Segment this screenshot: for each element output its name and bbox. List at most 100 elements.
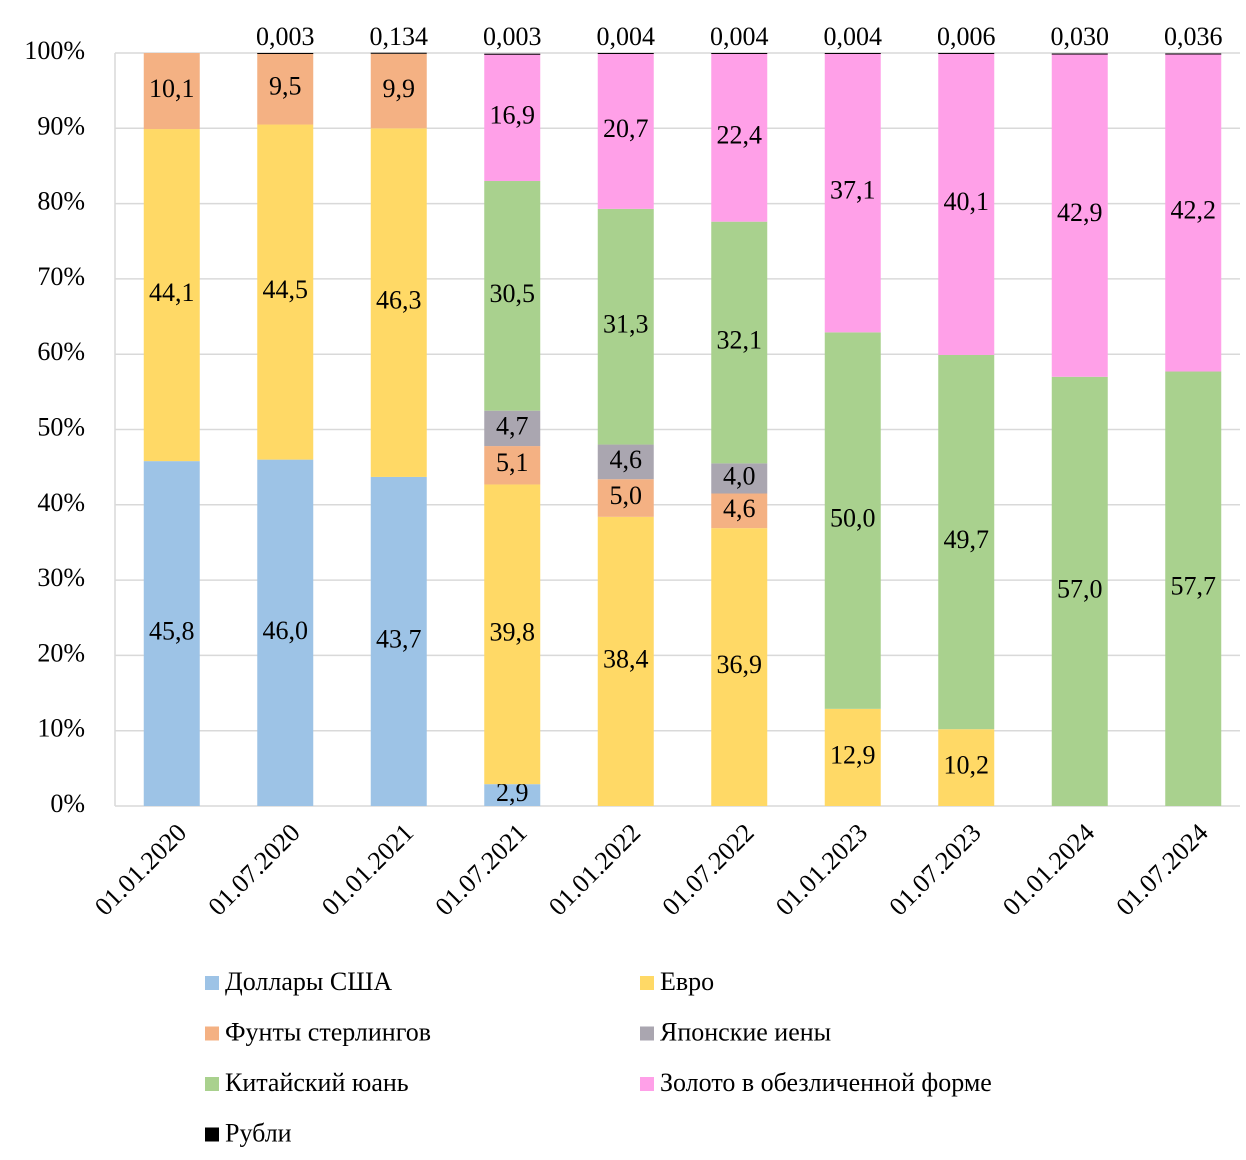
y-tick-label: 30% bbox=[37, 563, 85, 592]
data-label: 44,5 bbox=[263, 275, 309, 304]
bar-segment bbox=[824, 332, 881, 709]
data-label: 50,0 bbox=[830, 504, 876, 533]
legend-label: Рубли bbox=[225, 1118, 292, 1147]
bar-segment bbox=[484, 181, 541, 411]
x-tick-label: 01.07.2024 bbox=[1110, 818, 1213, 921]
data-label: 0,003 bbox=[483, 22, 542, 51]
data-label: 43,7 bbox=[376, 624, 422, 653]
bar-segment bbox=[597, 52, 654, 54]
data-label: 5,1 bbox=[496, 448, 529, 477]
bar-segment bbox=[711, 52, 768, 54]
bar-segment bbox=[597, 53, 654, 209]
bar-segment bbox=[597, 516, 654, 806]
bar-segment bbox=[257, 459, 314, 806]
bar-segment bbox=[143, 461, 200, 806]
y-tick-label: 0% bbox=[50, 789, 85, 818]
bar-segment bbox=[938, 52, 995, 54]
legend-label: Фунты стерлингов bbox=[225, 1017, 431, 1046]
y-tick-label: 70% bbox=[37, 262, 85, 291]
data-label: 12,9 bbox=[830, 740, 876, 769]
data-label: 36,9 bbox=[717, 650, 763, 679]
bar-segment bbox=[1165, 53, 1222, 55]
data-label: 9,5 bbox=[269, 72, 302, 101]
data-label: 4,6 bbox=[610, 445, 643, 474]
y-tick-label: 50% bbox=[37, 412, 85, 441]
data-label: 45,8 bbox=[149, 617, 195, 646]
bar-segment bbox=[1165, 53, 1222, 372]
x-tick-label: 01.01.2021 bbox=[316, 818, 419, 921]
bar-segment bbox=[484, 484, 541, 785]
bar-segment bbox=[938, 729, 995, 806]
bar-segment bbox=[484, 53, 541, 182]
data-label: 38,4 bbox=[603, 644, 649, 673]
bar-segment bbox=[257, 53, 314, 125]
data-label: 5,0 bbox=[610, 481, 643, 510]
data-label: 10,1 bbox=[149, 74, 195, 103]
data-label: 57,0 bbox=[1057, 574, 1103, 603]
bar-segment bbox=[257, 124, 314, 460]
data-label: 10,2 bbox=[944, 751, 990, 780]
data-label: 40,1 bbox=[944, 187, 990, 216]
y-tick-label: 100% bbox=[24, 36, 85, 65]
data-label: 37,1 bbox=[830, 176, 876, 205]
legend-swatch bbox=[640, 976, 654, 990]
bar-segment bbox=[484, 410, 541, 447]
bar-segment bbox=[938, 354, 995, 730]
legend-swatch bbox=[205, 1127, 219, 1142]
y-tick-label: 90% bbox=[37, 111, 85, 140]
data-label: 22,4 bbox=[717, 120, 763, 149]
data-label: 30,5 bbox=[490, 279, 536, 308]
bar-segment bbox=[824, 52, 881, 54]
bar-segment bbox=[711, 493, 768, 529]
legend-label: Доллары США bbox=[225, 967, 392, 996]
bar-segment bbox=[824, 708, 881, 806]
data-label: 0,030 bbox=[1051, 22, 1110, 51]
bar-segment bbox=[484, 446, 541, 485]
bar-segment bbox=[143, 53, 200, 130]
bar-segment bbox=[824, 53, 881, 333]
data-label: 42,2 bbox=[1171, 196, 1217, 225]
data-label: 0,004 bbox=[597, 22, 656, 51]
data-label: 0,004 bbox=[824, 22, 883, 51]
data-label: 39,8 bbox=[490, 617, 536, 646]
bar-segment bbox=[711, 528, 768, 806]
legend-swatch bbox=[640, 1077, 654, 1091]
bar-segment bbox=[597, 208, 654, 445]
data-label: 9,9 bbox=[383, 74, 416, 103]
y-tick-label: 60% bbox=[37, 337, 85, 366]
data-label: 0,134 bbox=[370, 22, 429, 51]
bar-segment bbox=[938, 53, 995, 355]
x-tick-label: 01.07.2023 bbox=[883, 818, 986, 921]
data-label: 46,3 bbox=[376, 286, 422, 315]
legend-label: Китайский юань bbox=[225, 1068, 409, 1097]
data-label: 16,9 bbox=[490, 100, 536, 129]
legend-label: Евро bbox=[660, 967, 714, 996]
bar-segment bbox=[711, 53, 768, 222]
y-tick-label: 20% bbox=[37, 638, 85, 667]
data-label: 4,7 bbox=[496, 411, 529, 440]
data-label: 31,3 bbox=[603, 310, 649, 339]
legend-swatch bbox=[205, 1077, 219, 1091]
bar-segment bbox=[1165, 371, 1222, 806]
bar-segment bbox=[597, 479, 654, 517]
legend-label: Японские иены bbox=[660, 1017, 831, 1046]
y-tick-label: 10% bbox=[37, 714, 85, 743]
x-tick-label: 01.07.2022 bbox=[656, 818, 759, 921]
x-tick-label: 01.01.2023 bbox=[770, 818, 873, 921]
legend-label: Золото в обезличенной форме bbox=[660, 1068, 992, 1097]
data-label: 42,9 bbox=[1057, 198, 1103, 227]
data-label: 4,6 bbox=[723, 494, 756, 523]
data-label: 32,1 bbox=[717, 325, 763, 354]
bar-segment bbox=[711, 463, 768, 494]
data-label: 44,1 bbox=[149, 278, 195, 307]
x-tick-label: 01.01.2022 bbox=[543, 818, 646, 921]
data-label: 0,003 bbox=[256, 22, 315, 51]
data-label: 57,7 bbox=[1171, 572, 1217, 601]
data-label: 49,7 bbox=[944, 525, 990, 554]
bar-segment bbox=[711, 221, 768, 464]
y-tick-label: 80% bbox=[37, 187, 85, 216]
data-label: 0,004 bbox=[710, 22, 769, 51]
data-label: 0,036 bbox=[1164, 22, 1223, 51]
legend-swatch bbox=[640, 1026, 654, 1041]
